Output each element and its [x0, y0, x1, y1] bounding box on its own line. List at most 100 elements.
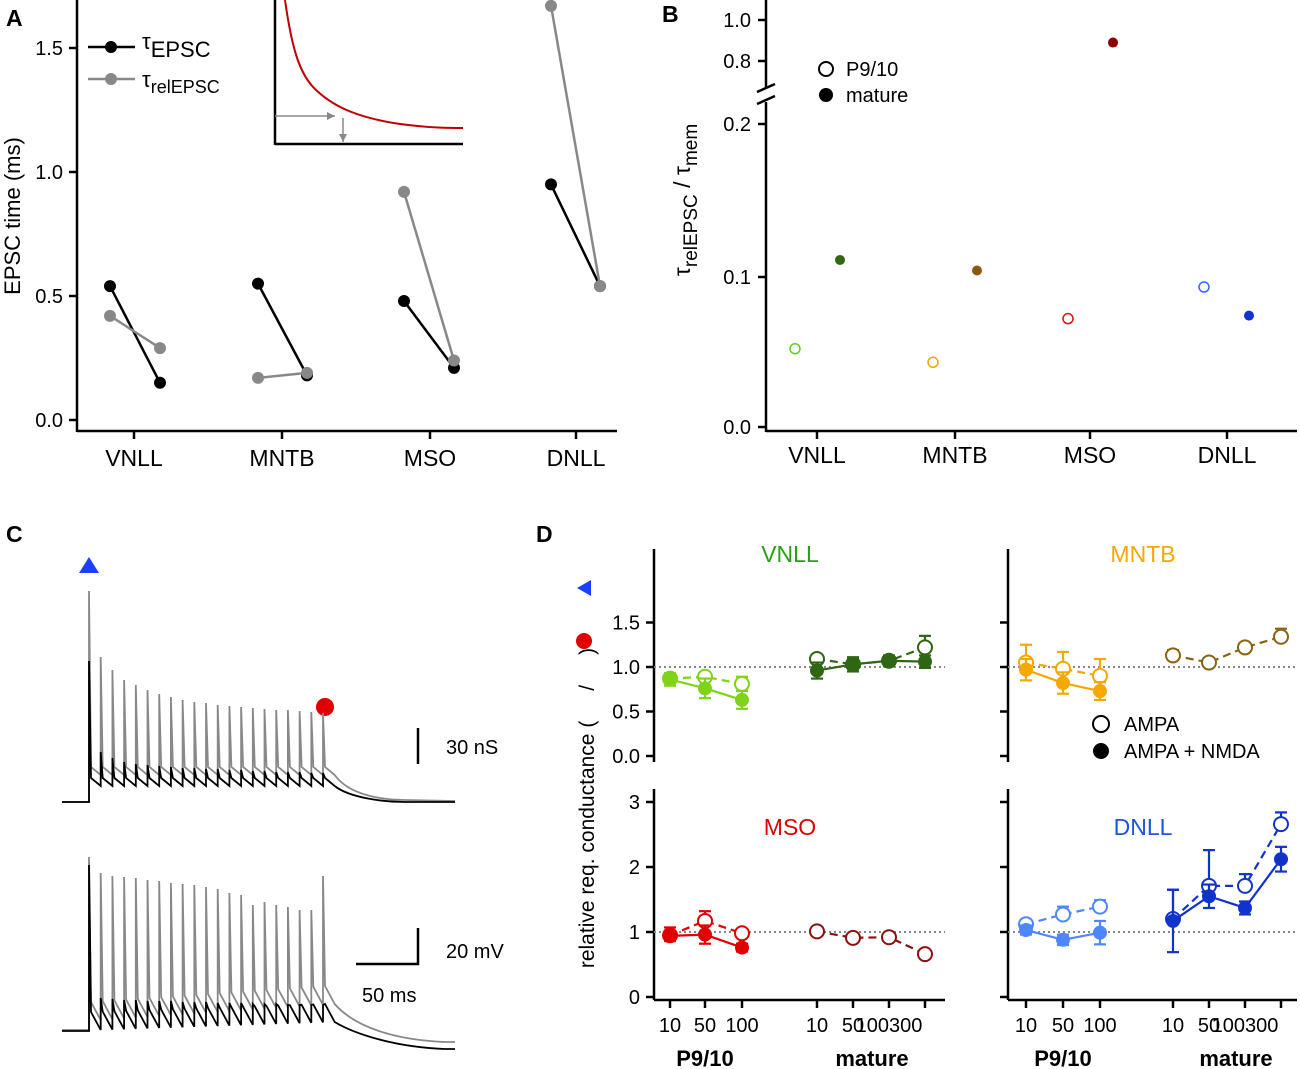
panel-b-category-label: DNLL [1198, 442, 1257, 468]
subplot-title-dnll: DNLL [1114, 814, 1173, 840]
panel-b-category-label: MNTB [922, 442, 987, 468]
xtick-label: 100 [725, 1015, 758, 1037]
ampa-series-line [1172, 823, 1282, 920]
ampa-nmda-series-line [1172, 858, 1282, 922]
ampa-nmda-series-line [816, 659, 926, 672]
legend-label-ampa-nmda: AMPA + NMDA [1124, 741, 1260, 763]
panel-d-legend: AMPA AMPA + NMDA [1092, 714, 1260, 763]
data-point-ampa [734, 925, 750, 942]
data-point [104, 309, 116, 322]
xtick-label: 10 [1162, 1015, 1184, 1037]
xtick-label: 50 [1198, 1015, 1220, 1037]
data-point-ampa-nmda [810, 663, 824, 678]
data-point [1108, 37, 1118, 48]
panel-a-ytick-label: 1.0 [35, 162, 63, 184]
panel-d: D 0.0 0.5 1.0 1.5 0 1 2 3 relative req. conduct… [536, 521, 1297, 1069]
panel-b-data [789, 37, 1254, 369]
xtick-label: 10 [1015, 1015, 1037, 1037]
panel-d-ytick-label: 0.5 [612, 702, 640, 724]
data-point-ampa [1273, 628, 1289, 645]
data-point-ampa [845, 929, 861, 946]
xtick-label: 10 [806, 1015, 828, 1037]
data-point-ampa-nmda [1238, 900, 1252, 915]
panel-a-y-label: EPSC time (ms) [0, 137, 25, 295]
data-point-ampa-nmda [735, 940, 749, 955]
scale-label-voltage: 20 mV [446, 941, 504, 963]
data-point-ampa [1273, 816, 1289, 833]
series-line [549, 183, 602, 287]
panel-d-x-labels: 10 50 100 10 50 100 300 10 50 100 10 50 … [659, 1015, 1279, 1069]
group-label-p9: P9/10 [1034, 1046, 1092, 1069]
ampa-series-line [1172, 635, 1282, 664]
panel-a-letter: A [6, 5, 23, 31]
panel-d-data [662, 627, 1289, 963]
conductance-trace-ampa-nmda [62, 660, 455, 803]
data-point-ampa-nmda [918, 654, 932, 669]
data-point-ampa-nmda [663, 672, 677, 687]
legend-marker-ampa [1092, 715, 1110, 733]
xtick-label: 300 [889, 1015, 922, 1037]
xtick-label: 50 [842, 1015, 864, 1037]
data-point [1062, 312, 1074, 325]
xtick-label: 10 [659, 1015, 681, 1037]
data-point-ampa [917, 639, 933, 656]
panel-b-axis-break [756, 82, 776, 94]
series-line [257, 371, 308, 380]
panel-d-ytick-label: 2 [629, 857, 640, 879]
data-point-ampa [881, 929, 897, 946]
data-point-ampa-nmda [846, 657, 860, 672]
panel-a-category-label: MNTB [249, 445, 314, 471]
panel-a-ytick-label: 1.5 [35, 38, 63, 60]
inset-decay-curve [284, 0, 464, 129]
data-point-ampa-nmda [882, 653, 896, 668]
data-point [154, 342, 166, 355]
data-point-ampa-nmda [1202, 889, 1216, 904]
panel-d-ytick-label: 1.5 [612, 613, 640, 635]
scale-bar-voltage-time [356, 928, 420, 966]
data-point [154, 376, 166, 389]
data-point [252, 371, 264, 384]
panel-d-axes: 0.0 0.5 1.0 1.5 0 1 2 3 [612, 549, 1297, 1009]
legend-label-tau-rel-epsc: τrelEPSC [142, 67, 220, 97]
last-spike-marker [316, 698, 334, 716]
inset-arrow-head [327, 112, 335, 120]
panel-b-ytick-label: 0.0 [723, 417, 751, 439]
data-point [1244, 310, 1254, 321]
panel-d-ytick-label: 1.0 [612, 657, 640, 679]
xtick-label: 300 [1245, 1015, 1278, 1037]
data-point [252, 277, 264, 290]
data-point [927, 356, 939, 369]
data-point-ampa-nmda [698, 681, 712, 696]
panel-b: B 0.0 0.1 0.2 0.8 1.0 τrelEPSC / τmem VN… [662, 0, 1297, 468]
data-point-ampa-nmda [1056, 932, 1070, 947]
panel-a-legend: τEPSC τrelEPSC [88, 29, 220, 97]
data-point-ampa [1092, 667, 1108, 684]
data-point [104, 280, 116, 293]
subplot-title-mso: MSO [764, 814, 816, 840]
data-point [545, 0, 557, 12]
panel-c-traces [62, 590, 456, 1050]
group-label-mature: mature [835, 1046, 908, 1069]
xtick-label: 100 [856, 1015, 889, 1037]
xtick-label: 50 [1052, 1015, 1074, 1037]
group-label-p9: P9/10 [676, 1046, 734, 1069]
panel-a-ytick-label: 0.0 [35, 410, 63, 432]
panel-a: A 0.0 0.5 1.0 1.5 EPSC time (ms) VNLL MN… [0, 0, 617, 471]
data-point-ampa [809, 923, 825, 940]
legend-marker-filled [819, 88, 833, 102]
data-point-ampa-nmda [1019, 662, 1033, 677]
data-point-ampa-nmda [1019, 923, 1033, 938]
data-point [1198, 281, 1210, 293]
panel-b-x-ticks: VNLL MNTB MSO DNLL [788, 431, 1257, 468]
panel-b-ytick-label: 0.1 [723, 267, 751, 289]
data-point [448, 354, 460, 367]
data-point-ampa-nmda [1093, 925, 1107, 940]
panel-b-category-label: MSO [1064, 442, 1116, 468]
blue-triangle-symbol [577, 580, 591, 596]
data-point-ampa-nmda [663, 928, 677, 943]
red-circle-symbol [576, 633, 592, 649]
subplot-title-mntb: MNTB [1110, 541, 1175, 567]
conductance-trace-ampa [62, 590, 456, 803]
legend-marker-tau-rel-epsc [105, 73, 117, 85]
panel-b-axis-break [756, 94, 776, 106]
